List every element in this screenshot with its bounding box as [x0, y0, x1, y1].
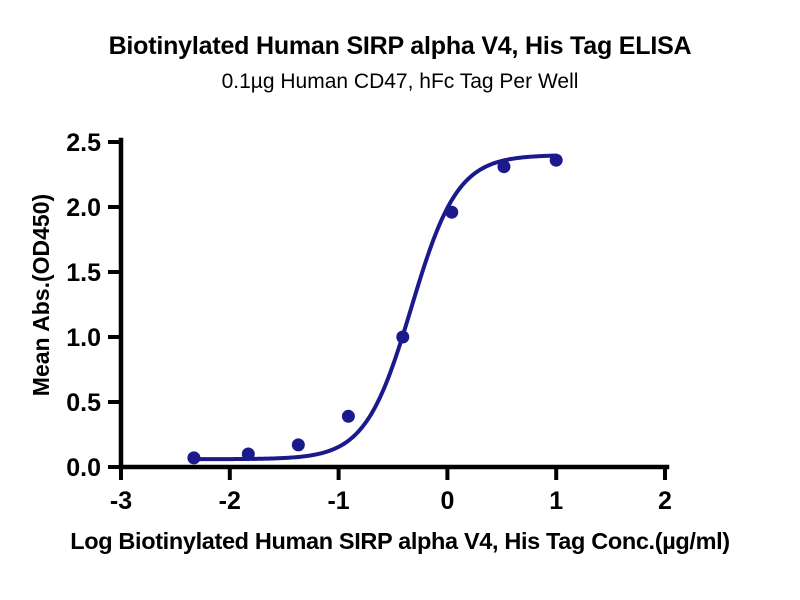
y-tick-label: 2.0 — [66, 194, 101, 222]
y-tick-label: 1.0 — [66, 324, 101, 352]
x-axis-title: Log Biotinylated Human SIRP alpha V4, Hi… — [70, 528, 730, 554]
data-point — [445, 205, 459, 219]
data-point — [549, 153, 563, 167]
data-point — [396, 330, 410, 344]
x-tick-label: -3 — [110, 487, 132, 515]
sigmoid-fit-curve — [191, 153, 559, 462]
y-tick-labels: 0.0 0.5 1.0 1.5 2.0 2.5 — [66, 129, 101, 482]
x-tick-label: -2 — [219, 487, 241, 515]
x-tick-label: -1 — [327, 487, 349, 515]
y-tick-label: 0.0 — [66, 454, 101, 482]
chart-title: Biotinylated Human SIRP alpha V4, His Ta… — [108, 32, 692, 60]
x-tick-label: 1 — [549, 487, 563, 515]
data-point — [291, 438, 305, 452]
y-tick-label: 2.5 — [66, 129, 101, 157]
x-tick-label: 2 — [658, 487, 672, 515]
x-tick-label: 0 — [440, 487, 454, 515]
data-point — [187, 451, 201, 465]
chart-subtitle: 0.1µg Human CD47, hFc Tag Per Well — [221, 70, 579, 93]
data-point — [497, 160, 511, 174]
y-tick-label: 0.5 — [66, 389, 101, 417]
data-point — [341, 409, 355, 423]
x-tick-labels: -3 -2 -1 0 1 2 — [110, 487, 672, 515]
data-point — [241, 447, 255, 461]
data-point-markers — [187, 153, 563, 465]
y-tick-label: 1.5 — [66, 259, 101, 287]
